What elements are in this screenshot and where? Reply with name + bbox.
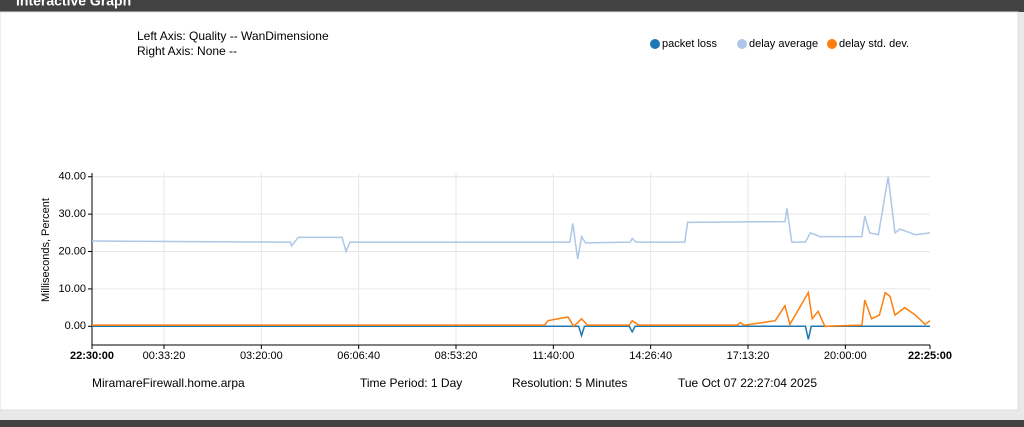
x-tick-label: 22:25:00 <box>908 350 952 362</box>
x-tick-label: 22:30:00 <box>70 350 114 362</box>
y-tick-label: 30.00 <box>58 208 86 220</box>
footer-host: MiramareFirewall.home.arpa <box>92 376 245 390</box>
y-tick-label: 0.00 <box>65 320 86 332</box>
series-line <box>92 290 931 328</box>
legend-swatch <box>650 39 660 49</box>
legend-label: delay average <box>749 38 818 50</box>
panel-title: Interactive Graph <box>16 0 131 9</box>
next-panel <box>0 420 1024 427</box>
footer-period: Time Period: 1 Day <box>360 376 462 390</box>
series-line <box>92 325 930 340</box>
y-axis-label: Milliseconds, Percent <box>40 198 52 302</box>
y-tick-label: 40.00 <box>58 171 86 183</box>
left-axis-info: Left Axis: Quality -- WanDimensione <box>137 29 329 43</box>
legend-swatch <box>737 39 747 49</box>
legend-label: delay std. dev. <box>839 38 909 50</box>
x-tick-label: 14:26:40 <box>629 350 672 362</box>
x-tick-label: 06:06:40 <box>337 350 380 362</box>
panel-header <box>0 0 1024 12</box>
x-tick-label: 00:33:20 <box>143 350 186 362</box>
footer-timestamp: Tue Oct 07 22:27:04 2025 <box>678 376 817 390</box>
x-tick-label: 03:20:00 <box>240 350 283 362</box>
x-tick-label: 17:13:20 <box>727 350 770 362</box>
legend-swatch <box>827 39 837 49</box>
legend-label: packet loss <box>662 38 718 50</box>
footer-resolution: Resolution: 5 Minutes <box>512 376 627 390</box>
series-line <box>91 176 931 260</box>
right-axis-info: Right Axis: None -- <box>137 44 237 58</box>
y-tick-label: 10.00 <box>58 283 86 295</box>
x-tick-label: 20:00:00 <box>824 350 867 362</box>
panel-body <box>0 11 1019 411</box>
x-tick-label: 11:40:00 <box>532 350 574 362</box>
y-tick-label: 20.00 <box>58 245 86 257</box>
x-tick-label: 08:53:20 <box>435 350 478 362</box>
